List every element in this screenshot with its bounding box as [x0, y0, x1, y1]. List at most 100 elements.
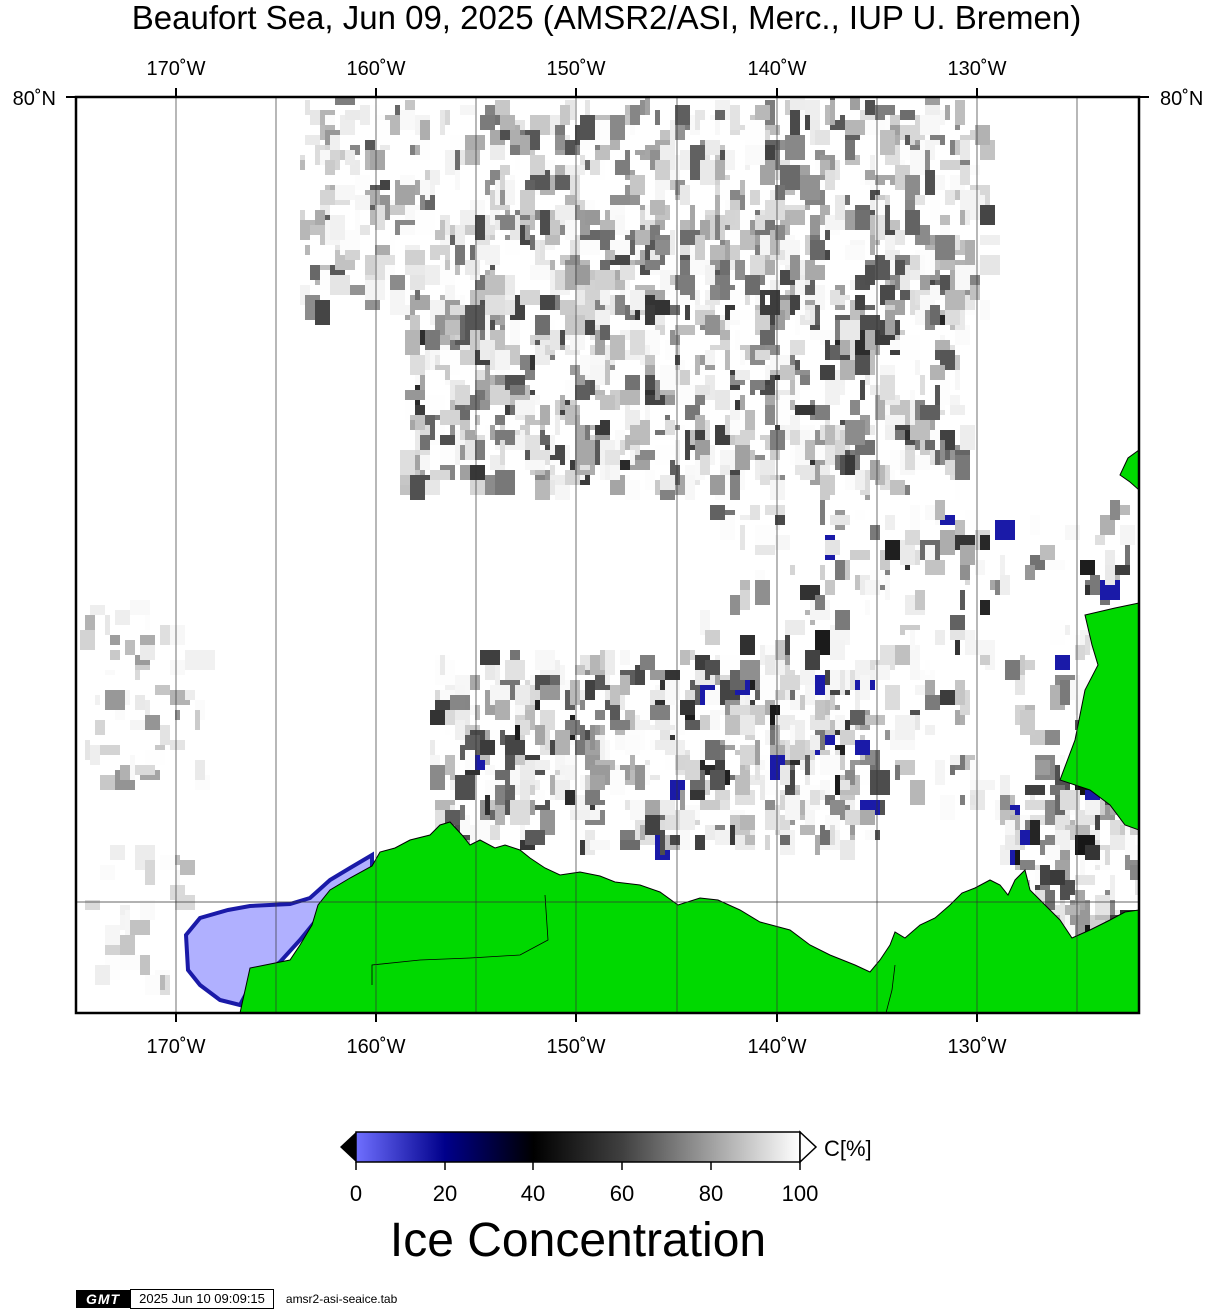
ice-pixel — [1105, 550, 1115, 575]
ice-pixel — [820, 480, 830, 500]
ice-pixel — [910, 505, 920, 530]
ice-pixel — [880, 645, 895, 670]
ice-pixel — [145, 750, 165, 765]
ice-pixel — [765, 145, 775, 160]
ice-pixel — [940, 795, 955, 820]
ice-pixel — [430, 740, 435, 765]
ice-pixel — [645, 260, 660, 270]
ice-pixel — [535, 650, 555, 670]
ice-pixel — [575, 440, 595, 465]
ice-pixel — [940, 260, 955, 270]
ice-pixel — [395, 180, 415, 205]
ice-pixel — [760, 780, 765, 800]
ice-pixel — [725, 770, 730, 785]
ice-pixel — [440, 330, 450, 345]
ice-pixel — [700, 160, 715, 185]
ice-pixel — [715, 830, 730, 845]
ice-pixel — [300, 160, 305, 170]
ice-pixel — [630, 210, 635, 225]
ice-pixel — [95, 675, 105, 695]
ice-pixel — [920, 255, 925, 275]
ice-pixel — [545, 730, 550, 750]
ice-pixel — [905, 450, 915, 470]
ice-pixel — [825, 385, 840, 405]
ice-pixel — [115, 610, 130, 625]
ice-pixel — [925, 695, 940, 710]
ice-pixel — [910, 780, 925, 805]
ice-pixel — [680, 650, 690, 665]
ice-pixel — [110, 650, 120, 660]
ice-pixel — [130, 720, 145, 730]
colorbar-unit-label: C[%] — [824, 1136, 872, 1161]
ice-pixel — [610, 720, 630, 730]
ice-pixel — [505, 300, 515, 315]
ice-pixel — [410, 275, 425, 290]
ice-pixel — [420, 455, 430, 470]
ice-pixel — [705, 740, 720, 760]
ice-pixel — [935, 630, 945, 645]
ice-pixel — [405, 100, 415, 115]
ice-pixel — [500, 310, 505, 325]
ice-pixel — [665, 190, 675, 205]
ice-pixel — [145, 715, 160, 730]
ice-pixel — [610, 335, 625, 360]
ice-pixel — [775, 690, 790, 700]
ice-pixel — [860, 380, 865, 400]
ice-pixel — [595, 330, 605, 355]
ice-pixel — [485, 795, 490, 815]
ice-pixel — [855, 575, 860, 590]
ice-pixel — [95, 965, 110, 985]
ice-pixel — [460, 815, 470, 835]
ice-pixel — [840, 320, 860, 340]
ice-pixel — [715, 390, 730, 410]
ice-pixel — [85, 615, 95, 635]
ice-pixel — [490, 375, 505, 385]
ice-pixel — [680, 720, 700, 730]
ice-pixel — [95, 720, 105, 735]
ice-pixel — [1025, 660, 1035, 670]
ice-pixel — [525, 180, 535, 190]
ice-pixel — [480, 740, 495, 755]
ice-pixel — [375, 205, 385, 230]
ice-pixel — [640, 100, 645, 115]
ice-pixel — [730, 825, 735, 845]
ice-pixel — [770, 480, 785, 500]
ice-pixel — [830, 515, 850, 525]
ice-pixel — [795, 310, 800, 335]
ice-pixel — [550, 475, 565, 485]
ice-pixel — [735, 505, 750, 515]
ice-pixel — [710, 770, 725, 790]
ice-pixel — [845, 245, 865, 260]
ice-pixel — [965, 510, 980, 535]
ice-pixel — [775, 780, 780, 805]
ice-pixel — [680, 370, 690, 390]
ice-pixel — [715, 305, 725, 315]
ice-pixel — [960, 140, 970, 160]
ice-pixel — [475, 820, 490, 845]
ice-pixel — [610, 115, 625, 140]
ice-pixel — [830, 640, 845, 660]
ice-pixel — [490, 145, 505, 160]
ice-pixel — [735, 260, 745, 280]
ice-pixel — [745, 275, 760, 295]
ice-pixel — [745, 835, 755, 845]
ice-pixel — [930, 365, 945, 380]
ice-pixel — [420, 195, 425, 220]
ice-pixel — [1120, 525, 1135, 545]
ice-pixel — [785, 795, 800, 820]
ice-pixel — [705, 315, 720, 335]
ice-pixel — [440, 260, 455, 285]
ice-pixel — [485, 315, 490, 340]
ice-pixel — [870, 235, 875, 255]
ice-pixel — [465, 440, 475, 460]
colorbar-tick-20: 20 — [433, 1181, 457, 1206]
ice-pixel — [705, 350, 715, 365]
ice-pixel — [510, 125, 520, 145]
ice-pixel — [350, 160, 360, 175]
ice-pixel — [105, 675, 115, 685]
ice-pixel — [485, 275, 505, 300]
ice-pixel — [765, 365, 770, 380]
ice-pixel — [375, 255, 395, 265]
ice-pixel — [580, 115, 595, 140]
ice-pixel — [575, 290, 585, 305]
